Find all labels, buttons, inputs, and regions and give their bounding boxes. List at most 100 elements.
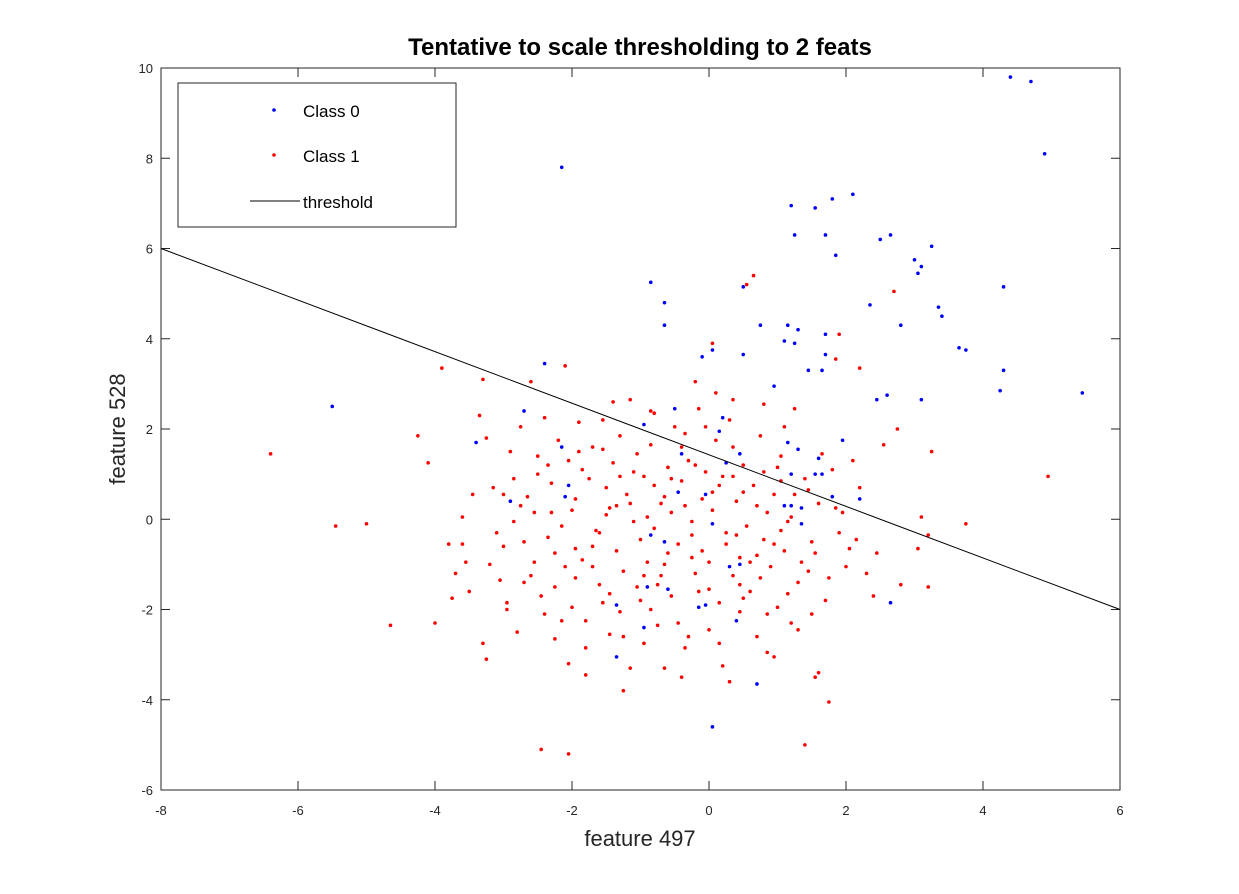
class-0-point	[734, 618, 739, 623]
class-1-point	[518, 424, 523, 429]
class-1-point	[734, 499, 739, 504]
class-1-point	[789, 621, 793, 625]
class-1-point	[707, 587, 711, 591]
class-1-point	[707, 628, 711, 632]
x-tick-label: -8	[155, 803, 167, 818]
class-1-point	[772, 492, 776, 497]
class-1-point	[535, 472, 540, 476]
class-1-point	[820, 452, 824, 456]
class-1-point	[775, 605, 780, 610]
class-0-points	[330, 75, 1085, 729]
class-1-point	[539, 747, 543, 752]
class-1-point	[741, 463, 746, 467]
class-1-point	[577, 449, 581, 454]
class-1-point	[755, 503, 759, 508]
class-1-point	[601, 447, 605, 452]
class-0-point	[868, 303, 872, 307]
class-1-point	[762, 470, 766, 474]
class-0-point	[772, 384, 776, 388]
class-0-point	[799, 506, 804, 510]
class-1-point	[628, 666, 633, 670]
class-1-point	[546, 535, 550, 540]
class-1-point	[717, 600, 722, 605]
class-1-point	[542, 612, 547, 616]
class-1-point	[484, 436, 489, 440]
class-1-point	[580, 467, 585, 472]
class-1-point	[529, 573, 533, 578]
y-tick-label: 2	[146, 422, 153, 437]
class-0-point	[508, 499, 513, 504]
class-1-point	[871, 594, 876, 598]
class-1-point	[481, 641, 485, 646]
class-0-point	[840, 438, 845, 443]
class-0-point	[782, 503, 787, 508]
class-0-point	[888, 233, 893, 237]
class-0-point	[662, 300, 667, 305]
class-0-point	[642, 625, 646, 630]
class-1-point	[833, 506, 838, 510]
class-0-point	[648, 280, 653, 285]
class-1-point	[635, 585, 639, 589]
class-0-point	[330, 404, 335, 409]
x-tick-label: 4	[979, 803, 986, 818]
class-1-point	[806, 569, 811, 573]
class-0-point	[964, 348, 968, 352]
class-0-point	[1001, 368, 1006, 373]
class-0-point	[857, 497, 862, 501]
class-0-point	[542, 361, 547, 366]
class-1-point	[919, 515, 924, 519]
class-1-point	[738, 609, 742, 614]
class-1-point	[772, 542, 776, 546]
class-1-point	[881, 442, 886, 447]
threshold-line	[160, 248, 1121, 610]
class-1-point	[631, 470, 636, 474]
class-0-point	[919, 397, 924, 402]
class-1-point	[700, 497, 704, 501]
class-1-point	[813, 675, 817, 679]
class-1-point	[672, 424, 677, 429]
class-1-point	[683, 503, 687, 508]
class-1-point	[618, 474, 622, 479]
class-1-point	[690, 533, 694, 537]
y-tick-label: -4	[141, 693, 153, 708]
class-0-point	[789, 472, 793, 476]
class-1-point	[833, 357, 838, 361]
class-1-point	[758, 576, 763, 580]
class-1-point	[857, 366, 862, 370]
class-1-point	[837, 530, 841, 535]
class-0-point	[563, 494, 567, 499]
class-0-point	[672, 406, 677, 411]
class-0-point	[919, 264, 924, 269]
class-1-point	[566, 458, 571, 463]
class-0-point	[957, 345, 961, 350]
legend-marker-class-1	[272, 153, 276, 157]
class-1-point	[638, 537, 643, 542]
class-1-point	[785, 519, 790, 524]
class-1-point	[522, 540, 526, 544]
class-1-point	[796, 580, 800, 585]
y-tick-label: 6	[146, 242, 153, 257]
class-1-point	[446, 542, 451, 546]
class-1-point	[710, 490, 715, 494]
class-1-point	[679, 675, 684, 679]
class-0-point	[703, 603, 708, 607]
class-1-point	[601, 418, 605, 422]
class-1-point	[597, 530, 602, 535]
class-0-point	[645, 585, 650, 589]
class-1-point	[488, 562, 492, 567]
class-1-point	[614, 549, 619, 553]
class-1-point	[559, 618, 564, 623]
class-0-point	[820, 368, 824, 373]
class-1-point	[738, 555, 742, 560]
class-1-point	[501, 492, 506, 497]
class-1-point	[714, 391, 718, 395]
class-1-point	[686, 458, 691, 463]
class-1-point	[566, 752, 571, 756]
class-1-point	[573, 497, 578, 501]
class-1-point	[785, 591, 790, 596]
class-1-point	[816, 501, 821, 506]
class-1-point	[751, 483, 756, 488]
class-1-point	[683, 431, 687, 436]
class-1-point	[364, 521, 369, 526]
class-1-point	[765, 650, 770, 655]
